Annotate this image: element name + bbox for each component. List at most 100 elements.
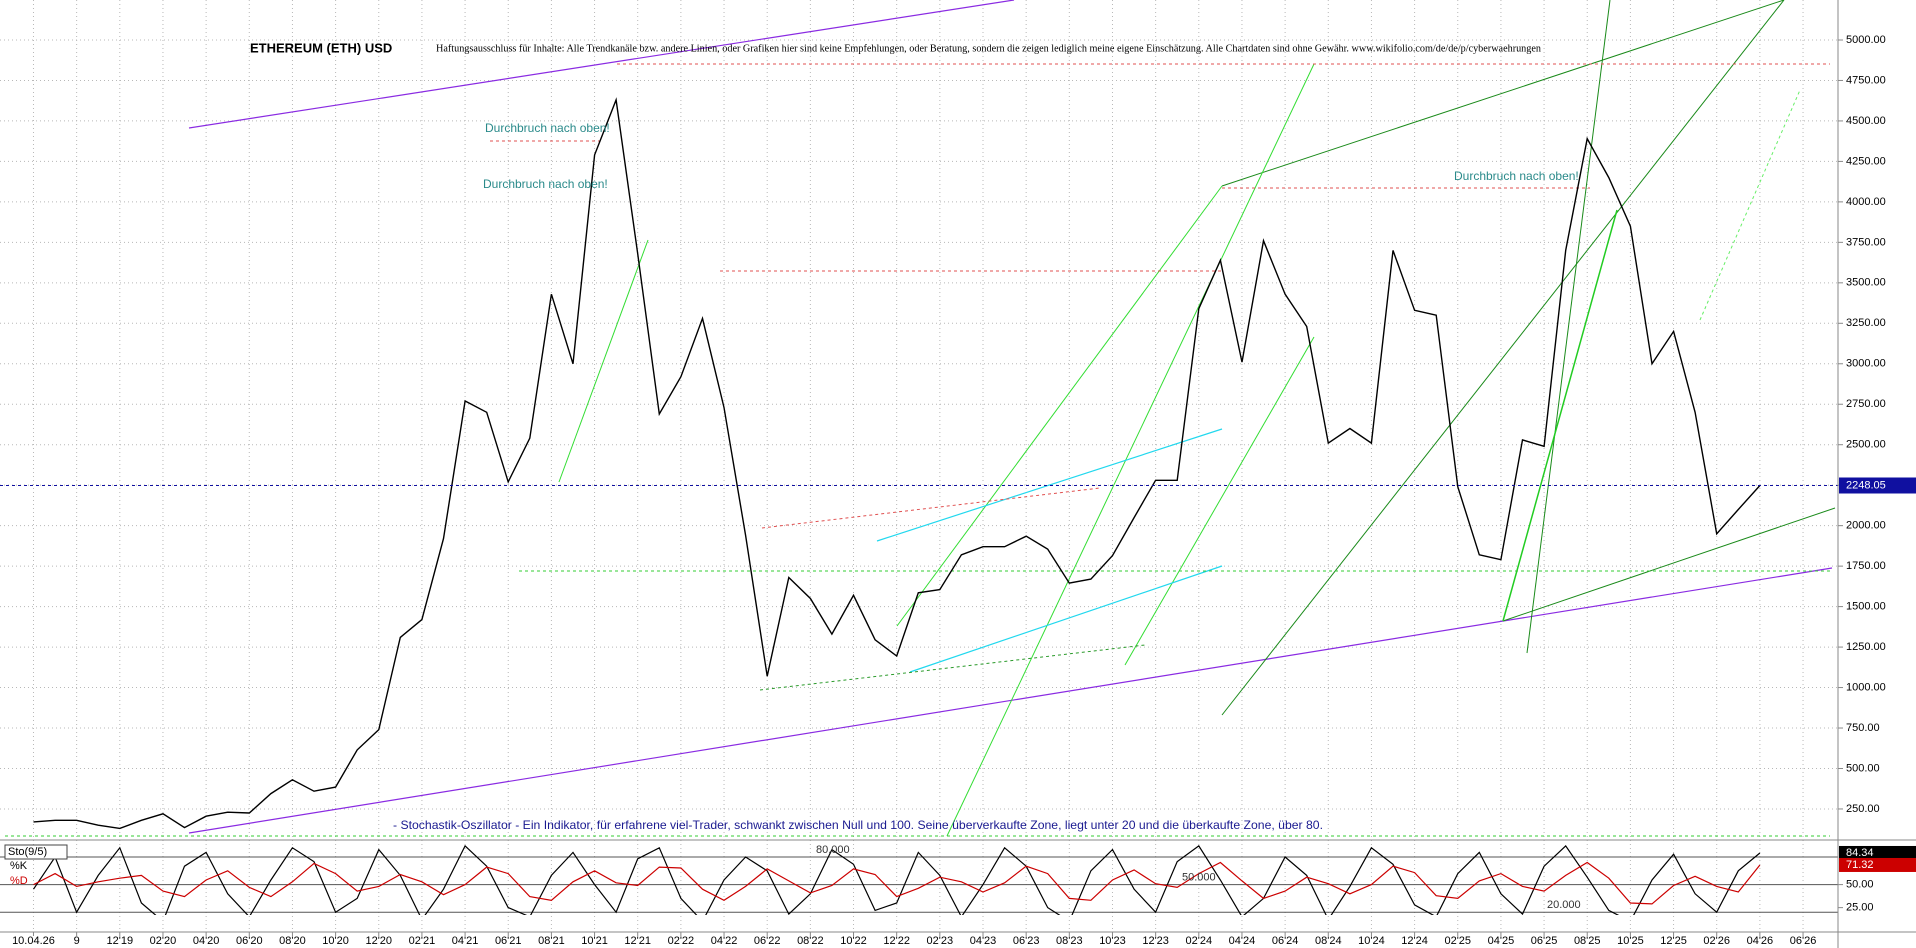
x-tick-label: 06'20 — [236, 935, 263, 947]
x-tick-label: 08'22 — [797, 935, 824, 947]
level-label: 80.000 — [816, 844, 850, 856]
trendline — [188, 0, 1015, 129]
last-price-badge — [1839, 477, 1916, 494]
y-tick-label: 2750.00 — [1846, 398, 1886, 410]
x-tick-label: 08'20 — [279, 935, 306, 947]
trendline — [1502, 209, 1618, 622]
trendline — [909, 565, 1223, 673]
x-tick-label: 02'25 — [1444, 935, 1471, 947]
trendline — [558, 239, 649, 483]
x-tick-label: 02'26 — [1703, 935, 1730, 947]
x-tick-label: 10'20 — [322, 935, 349, 947]
x-tick-label: 10'25 — [1617, 935, 1644, 947]
data-line — [33, 97, 1761, 830]
x-tick-label: 04'25 — [1488, 935, 1515, 947]
x-tick-label: 06'23 — [1013, 935, 1040, 947]
x-tick-label: 08'23 — [1056, 935, 1083, 947]
indicator-note: - Stochastik-Oszillator - Ein Indikator,… — [393, 818, 1323, 832]
x-tick-label: 06'24 — [1272, 935, 1299, 947]
x-tick-label: 08'21 — [538, 935, 565, 947]
y-tick-label: 3500.00 — [1846, 277, 1886, 289]
x-tick-label: 02'23 — [927, 935, 954, 947]
x-tick-label: 08'25 — [1574, 935, 1601, 947]
level-label: 20.000 — [1547, 899, 1581, 911]
x-tick-label: 04'22 — [711, 935, 738, 947]
x-tick-label: 04'23 — [970, 935, 997, 947]
x-tick-label: 10'24 — [1358, 935, 1385, 947]
y-tick-label: 50.00 — [1846, 879, 1874, 891]
grid — [0, 0, 1838, 932]
indicator-box — [4, 844, 68, 860]
x-tick-label: 02'24 — [1186, 935, 1213, 947]
x-tick-label: 12'21 — [624, 935, 651, 947]
trendline — [759, 644, 1146, 691]
x-tick-label: 10'22 — [840, 935, 867, 947]
annotation: Durchbruch nach oben! — [1454, 169, 1579, 183]
x-tick-label: 06'26 — [1790, 935, 1817, 947]
last-price-label: 2248.05 — [1846, 479, 1886, 491]
x-tick-label: 02'22 — [668, 935, 695, 947]
legend-entry: %D — [10, 875, 28, 887]
level-label: 50.000 — [1182, 872, 1216, 884]
last-value-label: 84.34 — [1846, 847, 1874, 859]
x-tick-label: 04'26 — [1747, 935, 1774, 947]
price-pane — [0, 97, 1838, 830]
y-tick-label: 500.00 — [1846, 762, 1880, 774]
x-tick-label: 06'21 — [495, 935, 522, 947]
oscillator-pane — [0, 845, 1838, 915]
trendline — [946, 63, 1315, 837]
x-tick-label: 04'24 — [1229, 935, 1256, 947]
trendline — [1526, 0, 1611, 654]
x-tick-label: 10'23 — [1099, 935, 1126, 947]
y-tick-label: 750.00 — [1846, 722, 1880, 734]
annotation: Durchbruch nach oben! — [485, 121, 610, 135]
y-tick-label: 1750.00 — [1846, 560, 1886, 572]
y-tick-label: 3000.00 — [1846, 358, 1886, 370]
y-tick-label: 1500.00 — [1846, 601, 1886, 613]
trendline — [1221, 0, 1785, 187]
x-tick-label: 12'24 — [1401, 935, 1428, 947]
trendline — [188, 567, 1833, 834]
x-tick-label: 02'20 — [150, 935, 177, 947]
disclaimer: Haftungsausschluss für Inhalte: Alle Tre… — [436, 43, 1541, 54]
y-tick-label: 3250.00 — [1846, 317, 1886, 329]
trendline — [761, 487, 1101, 529]
axes: 10.04.26 9 12'19 02'20 04'20 06'20 08'20 10'20 1… — [12, 34, 1916, 947]
trendline — [896, 185, 1223, 627]
x-tick-label: 9 — [74, 935, 80, 947]
y-tick-label: 4000.00 — [1846, 196, 1886, 208]
x-tick-label: 06'22 — [754, 935, 781, 947]
last-value-badge — [1839, 845, 1916, 860]
trendlines — [5, 0, 1836, 837]
data-line — [33, 845, 1761, 915]
y-tick-label: 250.00 — [1846, 803, 1880, 815]
y-tick-label: 4750.00 — [1846, 74, 1886, 86]
x-tick-label: 12'20 — [365, 935, 392, 947]
x-tick-label: 12'22 — [883, 935, 910, 947]
x-tick-label: 02'21 — [409, 935, 436, 947]
trendline — [876, 428, 1223, 542]
x-tick-label: 04'21 — [452, 935, 479, 947]
y-tick-label: 3750.00 — [1846, 236, 1886, 248]
x-tick-label: 10'21 — [581, 935, 608, 947]
indicator-title: Sto(9/5) — [8, 846, 47, 858]
y-tick-label: 4250.00 — [1846, 155, 1886, 167]
trendline — [1221, 0, 1785, 716]
y-tick-label: 25.00 — [1846, 902, 1874, 914]
x-tick-label: 06'25 — [1531, 935, 1558, 947]
y-tick-label: 1000.00 — [1846, 681, 1886, 693]
x-tick-label: 04'20 — [193, 935, 220, 947]
y-tick-label: 4500.00 — [1846, 115, 1886, 127]
x-tick-label: 08'24 — [1315, 935, 1342, 947]
trendline — [1502, 507, 1836, 622]
y-tick-label: 2000.00 — [1846, 520, 1886, 532]
chart-title: ETHEREUM (ETH) USD — [250, 40, 392, 55]
x-tick-label: 10.04.26 — [12, 935, 55, 947]
annotation: Durchbruch nach oben! — [483, 177, 608, 191]
last-value-label: 71.32 — [1846, 859, 1874, 871]
x-tick-label: 12'23 — [1142, 935, 1169, 947]
y-tick-label: 1250.00 — [1846, 641, 1886, 653]
y-tick-label: 2500.00 — [1846, 439, 1886, 451]
last-value-badge — [1839, 857, 1916, 872]
